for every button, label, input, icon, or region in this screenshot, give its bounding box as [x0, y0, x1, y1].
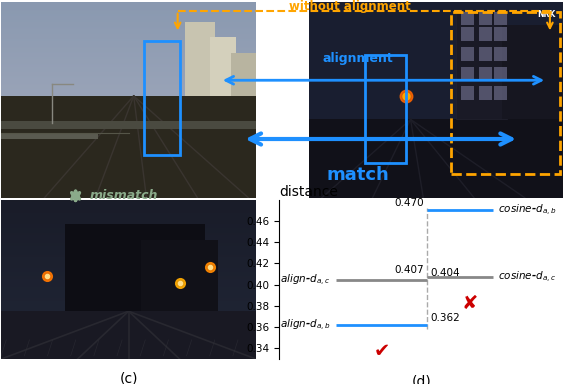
Bar [461, 86, 474, 100]
Bar [1, 121, 256, 129]
Bar [65, 223, 205, 311]
Text: (a): (a) [119, 207, 138, 222]
Bar [461, 12, 474, 25]
Bar [494, 86, 507, 100]
Text: $align$-$d_{a,b}$: $align$-$d_{a,b}$ [280, 318, 331, 333]
Text: $align$-$d_{a,c}$: $align$-$d_{a,c}$ [280, 273, 331, 288]
Text: $cosine$-$d_{a,b}$: $cosine$-$d_{a,b}$ [499, 203, 557, 218]
Bar [494, 12, 507, 25]
Text: (c): (c) [120, 372, 138, 384]
Text: NRK: NRK [537, 10, 555, 19]
Bar [494, 47, 507, 61]
Bar [365, 55, 406, 162]
Bar [231, 53, 256, 96]
Text: $cosine$-$d_{a,c}$: $cosine$-$d_{a,c}$ [499, 270, 557, 285]
Text: mismatch: mismatch [89, 189, 157, 202]
Text: (b): (b) [426, 207, 446, 222]
Bar [479, 86, 492, 100]
Text: alignment: alignment [323, 51, 394, 65]
Text: 0.362: 0.362 [430, 313, 460, 323]
Text: 0.407: 0.407 [395, 265, 425, 275]
Bar [479, 47, 492, 61]
Bar [1, 133, 98, 139]
Bar [479, 12, 492, 25]
Bar [210, 37, 236, 96]
Text: (d): (d) [412, 375, 431, 384]
Text: ✔: ✔ [373, 342, 390, 361]
Bar [461, 27, 474, 41]
Text: without alignment: without alignment [289, 0, 411, 13]
Bar [461, 47, 474, 61]
Text: 0.404: 0.404 [430, 268, 460, 278]
Bar [502, 25, 563, 119]
Bar [494, 27, 507, 41]
Bar [461, 66, 474, 80]
Bar [479, 66, 492, 80]
Bar [144, 41, 179, 155]
Text: distance: distance [279, 185, 338, 199]
Bar [494, 66, 507, 80]
Bar [456, 12, 507, 119]
Text: match: match [327, 166, 390, 184]
Bar [184, 22, 215, 96]
Bar [479, 27, 492, 41]
Bar [451, 12, 560, 174]
Text: 0.470: 0.470 [395, 198, 425, 208]
Text: ✘: ✘ [462, 294, 478, 313]
Bar [142, 240, 218, 311]
